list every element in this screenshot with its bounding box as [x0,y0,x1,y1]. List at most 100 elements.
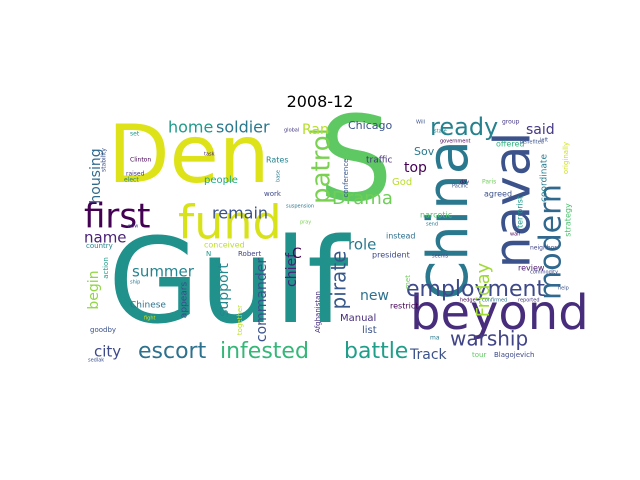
word-work: work [264,190,282,198]
word-city: city [94,343,121,361]
word-fight: fight [144,316,155,322]
word-soldier: soldier [216,118,270,137]
word-manual: Manual [340,313,376,324]
word-traffic: traffic [366,156,392,166]
word-gulf: Gulf [108,212,351,350]
word-raised: raised [126,171,145,178]
word-together: together [236,305,244,335]
word-global: global [284,128,299,134]
word-patrol: patrol [307,128,337,204]
word-paris: Paris [482,179,496,186]
word-remain: remain [212,204,268,223]
word-home: home [168,118,213,137]
word-rates: Rates [266,156,289,165]
word-begin: begin [86,270,102,309]
word-met: met [404,275,412,289]
word-country: country [86,242,113,250]
word-chicago: Chicago [348,119,392,132]
word-seems: seems [432,254,449,260]
word-state: state [434,129,447,135]
word-chief: chief [284,252,300,287]
word-escort: escort [138,339,207,364]
word-afghanistan: Afghanistan [314,291,322,333]
word-pacific: Pacific [452,184,468,190]
chart-title: 2008-12 [286,92,354,111]
word-narcotic: narcotic [420,211,452,220]
word-ma: ma [430,335,440,342]
word-den: Den [108,108,270,201]
word-benefited: benefited [520,140,544,146]
word-track: Track [409,347,448,363]
word-reported: reported [518,298,540,304]
word-base: base [276,170,282,182]
word-naval: naval [484,132,542,268]
word-president: president [372,251,410,260]
word-first: first [84,197,150,237]
word-summer: summer [132,263,195,281]
word-agreed: agreed [484,190,512,199]
word-name: name [84,229,127,247]
word-pray: pray [300,220,311,226]
word-beyond: beyond [410,285,589,341]
word-strategy: strategy [564,203,573,237]
word-goodby: goodby [90,326,116,334]
word-commodity: commodity [530,270,558,276]
word-conceived: conceived [204,241,245,250]
word-send: send [426,222,438,228]
word-ship: ship [130,280,140,286]
word-group: group [502,119,520,126]
word-instead: instead [386,232,416,241]
word-review: review [518,264,545,273]
word-offered: offered [496,140,524,149]
word-said: said [526,122,555,138]
word-wall: wall [510,232,520,238]
word-battle: battle [344,339,408,364]
word-appears: appears [180,282,190,319]
word-new: new [360,288,389,304]
word-task: task [204,152,215,158]
word-modern: modern [534,184,569,300]
word-coordinate: coordinate [540,154,550,202]
word-role: role [348,236,376,254]
word-drama: Drama [332,188,393,209]
word-ready: ready [430,113,498,141]
word-sedlak: sedlak [88,358,104,364]
word-clinton: Clinton [130,157,151,164]
word-infested: infested [220,339,309,364]
word-neighbor: neighbor [530,245,557,252]
word-suspension: suspension [286,204,314,210]
word-ran: Ran [302,122,329,138]
word-left: left [540,138,548,144]
word-n: N [206,250,211,258]
word-help: help [558,286,569,292]
word-god: God [392,177,412,188]
word-will: Will [416,120,425,126]
word-pirate: pirate [327,251,351,310]
word-terrorist: terrorist [516,196,525,228]
word-action: action [102,257,110,279]
word-government: government [440,139,471,145]
word-set: set [130,131,140,138]
word-friday: Friday [473,262,494,317]
word-chinese: Chinese [130,301,166,311]
word-confirmed: confirmed [482,298,507,304]
word-employment: employment [406,277,545,302]
word-restrict: restrict [390,302,418,311]
word-s: S [318,90,393,228]
word-china: China [416,140,481,300]
word-fund: fund [178,196,282,250]
word-top: top [404,160,427,176]
word-originally: originally [562,142,570,174]
word-day: day [460,180,469,186]
word-commander: commander [254,258,270,342]
word-stability: stability [101,148,108,172]
word-housing: housing [88,148,104,203]
word-tour: tour [472,351,486,359]
word-robert: Robert [238,250,261,258]
word-c: C [292,246,302,262]
word-people: people [204,175,238,186]
word-warship: warship [450,327,528,351]
word-elect: elect [124,177,139,184]
